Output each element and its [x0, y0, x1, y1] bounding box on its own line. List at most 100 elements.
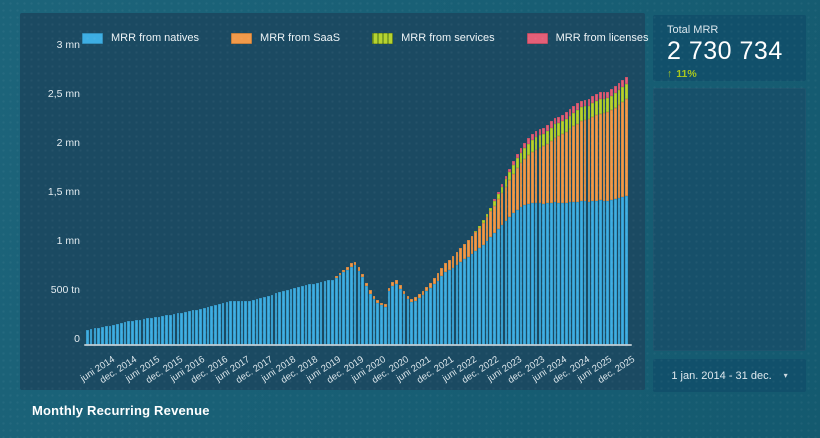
stacked-bar[interactable]: [595, 94, 598, 345]
stacked-bar[interactable]: [119, 323, 123, 345]
stacked-bar[interactable]: [142, 318, 146, 345]
stacked-bar[interactable]: [229, 301, 232, 345]
stacked-bar[interactable]: [202, 307, 206, 345]
legend-item-mrr-from-saas[interactable]: MRR from SaaS: [231, 32, 340, 44]
stacked-bar[interactable]: [138, 319, 142, 345]
stacked-bar[interactable]: [508, 168, 512, 345]
stacked-bar[interactable]: [240, 301, 244, 345]
stacked-bar[interactable]: [489, 207, 493, 345]
stacked-bar[interactable]: [429, 282, 432, 345]
stacked-bar[interactable]: [572, 106, 576, 345]
stacked-bar[interactable]: [402, 291, 406, 345]
stacked-bar[interactable]: [214, 304, 217, 345]
stacked-bar[interactable]: [493, 198, 496, 345]
legend-item-mrr-from-natives[interactable]: MRR from natives: [82, 32, 199, 44]
stacked-bar[interactable]: [455, 252, 459, 345]
stacked-bar[interactable]: [251, 300, 255, 345]
stacked-bar[interactable]: [168, 314, 172, 345]
stacked-bar[interactable]: [549, 121, 553, 345]
stacked-bar[interactable]: [417, 294, 421, 345]
stacked-bar[interactable]: [504, 176, 508, 345]
stacked-bar[interactable]: [448, 260, 451, 345]
stacked-bar[interactable]: [248, 300, 251, 345]
stacked-bar[interactable]: [116, 324, 119, 345]
stacked-bar[interactable]: [300, 286, 304, 345]
stacked-bar[interactable]: [564, 112, 568, 345]
stacked-bar[interactable]: [176, 313, 180, 345]
stacked-bar[interactable]: [553, 118, 557, 345]
stacked-bar[interactable]: [421, 290, 425, 345]
stacked-bar[interactable]: [338, 273, 342, 345]
stacked-bar[interactable]: [546, 124, 549, 345]
stacked-bar[interactable]: [410, 298, 413, 345]
stacked-bar[interactable]: [217, 303, 221, 345]
stacked-bar[interactable]: [602, 91, 606, 345]
date-range-selector[interactable]: 1 jan. 2014 - 31 dec. ▾: [653, 359, 806, 392]
stacked-bar[interactable]: [244, 301, 248, 345]
stacked-bar[interactable]: [406, 296, 410, 345]
stacked-bar[interactable]: [576, 103, 579, 345]
stacked-bar[interactable]: [233, 300, 236, 345]
stacked-bar[interactable]: [349, 263, 353, 345]
stacked-bar[interactable]: [534, 130, 538, 345]
stacked-bar[interactable]: [579, 100, 583, 345]
stacked-bar[interactable]: [387, 287, 391, 345]
stacked-bar[interactable]: [436, 273, 440, 345]
stacked-bar[interactable]: [368, 290, 372, 345]
stacked-bar[interactable]: [519, 147, 523, 345]
stacked-bar[interactable]: [459, 248, 462, 345]
stacked-bar[interactable]: [568, 109, 572, 345]
stacked-bar[interactable]: [270, 294, 274, 345]
stacked-bar[interactable]: [542, 127, 545, 345]
stacked-bar[interactable]: [259, 298, 263, 345]
stacked-bar[interactable]: [478, 225, 481, 345]
stacked-bar[interactable]: [89, 329, 93, 345]
stacked-bar[interactable]: [474, 230, 478, 345]
stacked-bar[interactable]: [466, 240, 470, 345]
stacked-bar[interactable]: [289, 289, 293, 345]
stacked-bar[interactable]: [561, 115, 564, 345]
stacked-bar[interactable]: [278, 292, 281, 345]
stacked-bar[interactable]: [153, 317, 157, 345]
stacked-bar[interactable]: [583, 99, 587, 345]
stacked-bar[interactable]: [191, 310, 195, 345]
stacked-bar[interactable]: [357, 267, 361, 345]
stacked-bar[interactable]: [500, 184, 504, 345]
stacked-bar[interactable]: [606, 91, 610, 345]
stacked-bar[interactable]: [293, 288, 297, 345]
stacked-bar[interactable]: [93, 328, 97, 345]
stacked-bar[interactable]: [180, 312, 183, 345]
stacked-bar[interactable]: [316, 282, 319, 345]
stacked-bar[interactable]: [282, 291, 285, 345]
stacked-bar[interactable]: [444, 262, 447, 345]
stacked-bar[interactable]: [470, 236, 474, 345]
stacked-bar[interactable]: [285, 290, 289, 345]
stacked-bar[interactable]: [146, 318, 150, 345]
stacked-bar[interactable]: [135, 320, 138, 345]
stacked-bar[interactable]: [376, 299, 380, 345]
stacked-bar[interactable]: [591, 96, 594, 345]
stacked-bar[interactable]: [331, 279, 334, 345]
stacked-bar[interactable]: [557, 116, 561, 345]
stacked-bar[interactable]: [432, 278, 436, 345]
stacked-bar[interactable]: [613, 85, 617, 345]
stacked-bar[interactable]: [112, 324, 116, 345]
stacked-bar[interactable]: [342, 269, 346, 345]
stacked-bar[interactable]: [527, 138, 530, 345]
stacked-bar[interactable]: [365, 282, 368, 345]
stacked-bar[interactable]: [481, 220, 485, 345]
legend-item-mrr-from-services[interactable]: MRR from services: [372, 32, 495, 44]
stacked-bar[interactable]: [210, 305, 214, 345]
stacked-bar[interactable]: [104, 326, 108, 345]
stacked-bar[interactable]: [610, 88, 613, 345]
stacked-bar[interactable]: [625, 77, 628, 345]
stacked-bar[interactable]: [312, 283, 315, 345]
stacked-bar[interactable]: [530, 134, 534, 345]
stacked-bar[interactable]: [108, 325, 112, 345]
stacked-bar[interactable]: [617, 82, 621, 345]
stacked-bar[interactable]: [598, 91, 602, 345]
stacked-bar[interactable]: [199, 308, 202, 345]
stacked-bar[interactable]: [86, 329, 89, 345]
stacked-bar[interactable]: [451, 256, 455, 345]
stacked-bar[interactable]: [372, 296, 376, 345]
